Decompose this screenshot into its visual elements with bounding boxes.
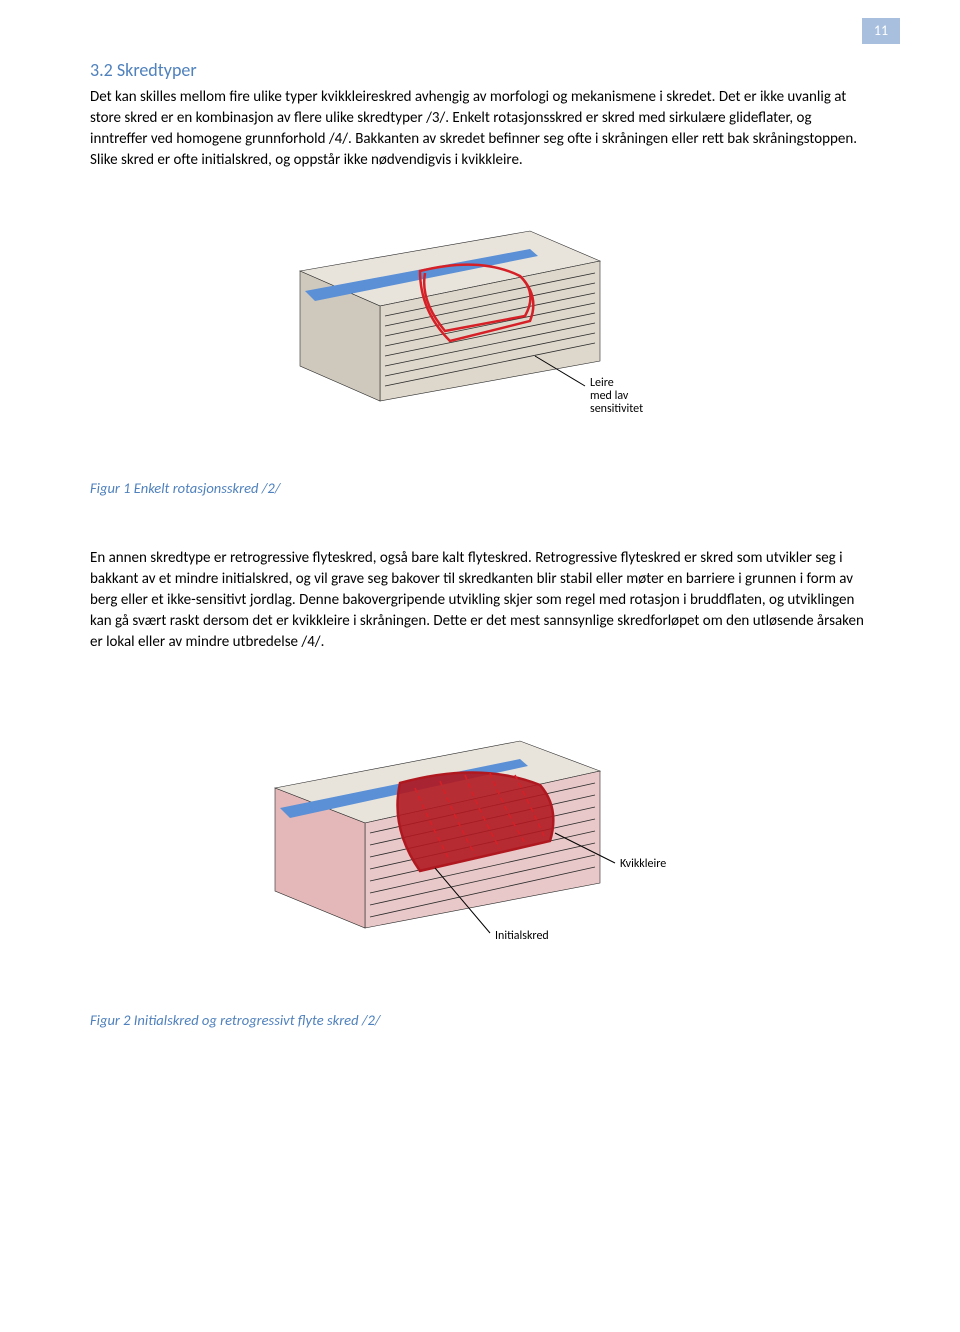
svg-text:Initialskred: Initialskred: [495, 929, 549, 943]
page-number: 11: [874, 21, 888, 41]
paragraph-1: Det kan skilles mellom fire ulike typer …: [90, 87, 870, 171]
figure-2-caption: Figur 2 Initialskred og retrogressivt fl…: [90, 1010, 380, 1030]
figure-1-diagram: Leiremed lavsensitivitet: [270, 201, 690, 438]
figure-1-container: Leiremed lavsensitivitet Figur 1 Enkelt …: [90, 201, 870, 528]
svg-text:Leiremed lavsensitivitet: Leiremed lavsensitivitet: [590, 376, 643, 416]
svg-text:Kvikkleire: Kvikkleire: [620, 857, 666, 871]
figure-2-container: Kvikkleire Initialskred Figur 2 Initials…: [90, 713, 870, 1060]
paragraph-2: En annen skredtype er retrogressive flyt…: [90, 548, 870, 653]
page-number-badge: 11: [862, 18, 900, 44]
figure-1-caption: Figur 1 Enkelt rotasjonsskred /2/: [90, 478, 280, 498]
figure-2-diagram: Kvikkleire Initialskred: [250, 713, 710, 970]
section-heading: 3.2 Skredtyper: [90, 58, 870, 83]
